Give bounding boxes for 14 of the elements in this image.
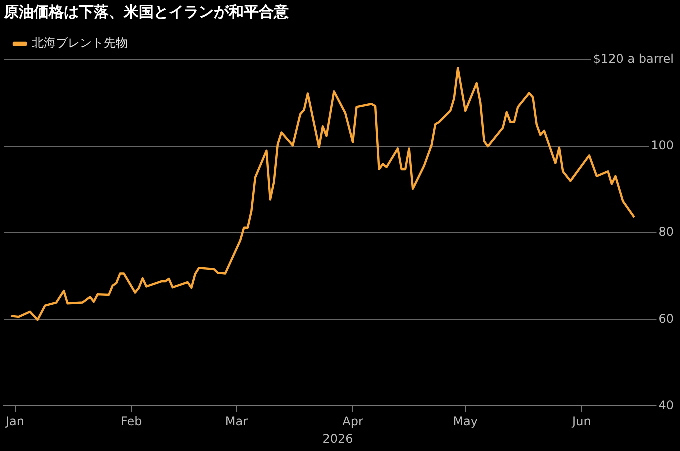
y-tick-label: 80: [658, 225, 674, 240]
y-tick-label: 60: [658, 312, 674, 326]
x-tick-label: Apr: [342, 414, 364, 429]
x-tick-label: Mar: [225, 414, 248, 429]
y-tick-label: 40: [658, 398, 674, 412]
y-tick-label: $120 a barrel: [593, 52, 674, 66]
x-tick-label: Jun: [572, 414, 592, 429]
chart-title: 原油価格は下落、米国とイランが和平合意: [3, 2, 290, 21]
x-tick-label: Feb: [120, 414, 142, 429]
legend-label: 北海ブレント先物: [32, 36, 128, 50]
x-tick-label: May: [453, 414, 478, 429]
x-tick-label: Jan: [5, 414, 25, 429]
y-tick-label: 100: [651, 138, 674, 153]
x-axis-title: 2026: [322, 432, 354, 446]
